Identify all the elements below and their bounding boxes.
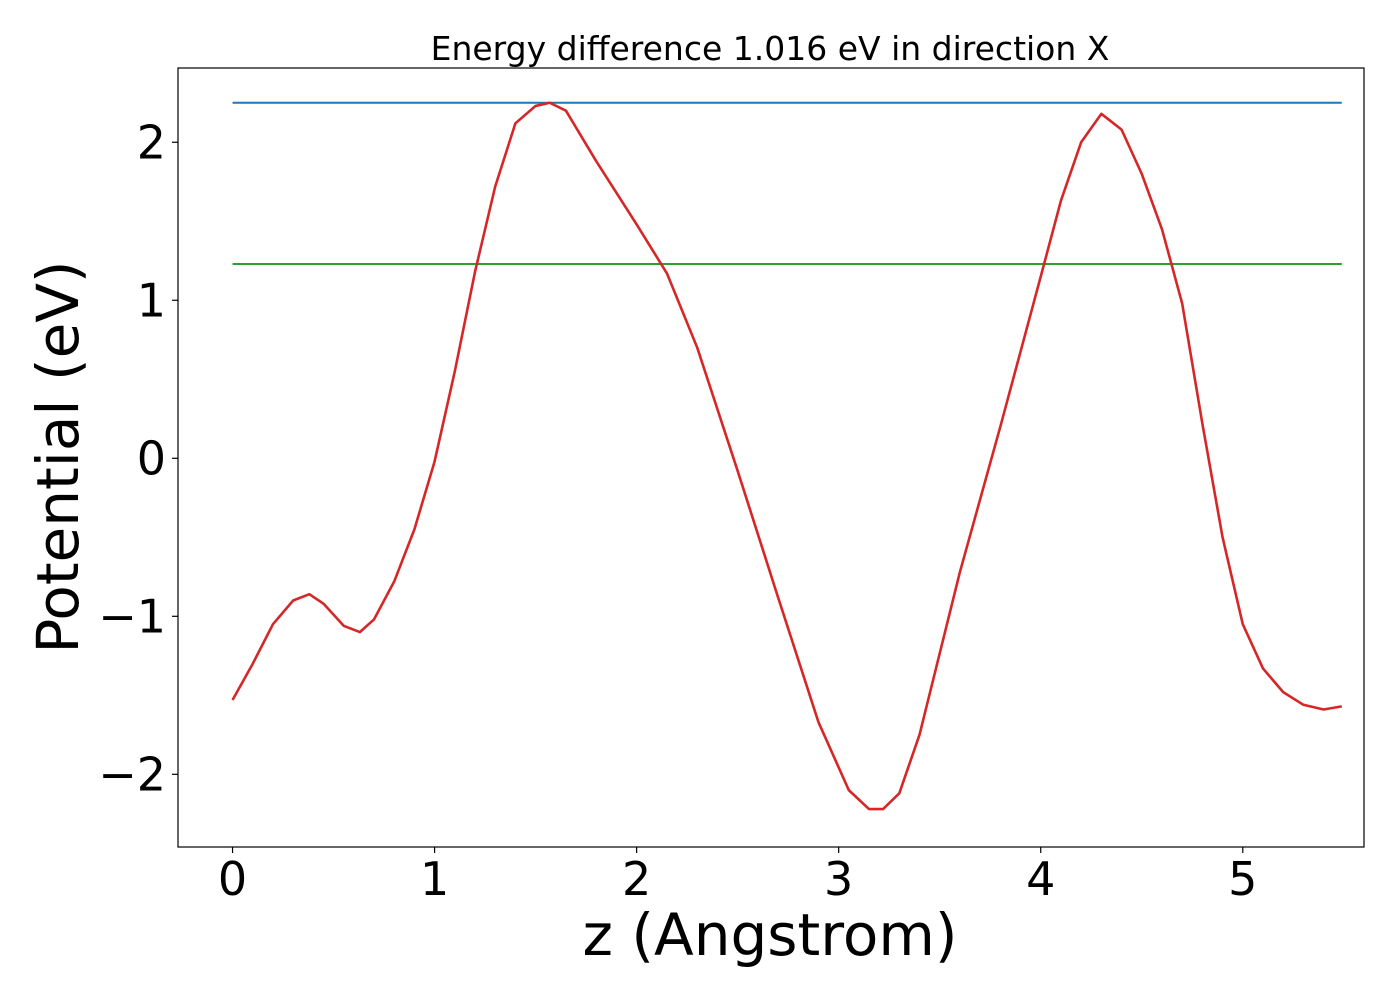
series-layer: [231, 101, 1343, 811]
x-tick-label: 3: [824, 852, 853, 906]
series-line-3: [231, 101, 1343, 811]
x-tick-label: 0: [218, 852, 247, 906]
plot-area: [177, 67, 1365, 848]
y-tick-label: −2: [98, 747, 166, 801]
plot-frame: [177, 67, 1365, 848]
x-axis-label: z (Angstrom): [583, 901, 958, 969]
y-tick-label: 2: [137, 115, 166, 169]
chart-title: Energy difference 1.016 eV in direction …: [431, 29, 1110, 68]
y-axis: −2 −1 0 1 2: [98, 115, 178, 801]
y-tick-label: 0: [137, 431, 166, 485]
y-tick-label: −1: [98, 589, 166, 643]
y-axis-label: Potential (eV): [24, 260, 92, 653]
x-tick-label: 5: [1228, 852, 1257, 906]
x-axis: 0 1 2 3 4 5: [218, 847, 1257, 906]
x-tick-label: 1: [420, 852, 449, 906]
x-tick-label: 2: [622, 852, 651, 906]
y-tick-label: 1: [137, 273, 166, 327]
x-tick-label: 4: [1026, 852, 1055, 906]
